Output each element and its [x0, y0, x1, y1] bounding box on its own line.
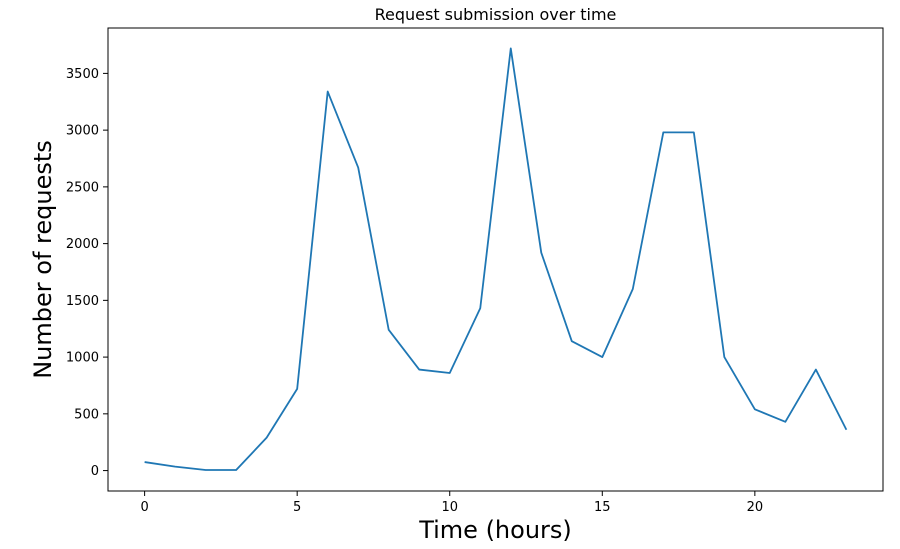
x-tick-label: 15 [594, 500, 611, 515]
y-tick-label: 1000 [66, 351, 99, 366]
x-axis-label: Time (hours) [418, 516, 572, 544]
x-axis: 0 5 10 15 20 [140, 491, 763, 515]
plot-layer [144, 47, 848, 471]
y-tick-label: 1500 [66, 294, 99, 309]
y-axis-label: Number of requests [29, 140, 57, 379]
x-tick-label: 0 [140, 500, 148, 515]
y-tick-label: 3500 [66, 67, 99, 82]
y-axis: 0 500 1000 1500 2000 2500 3000 3500 [66, 67, 108, 479]
x-tick-label: 10 [441, 500, 458, 515]
chart-title: Request submission over time [375, 5, 617, 24]
y-tick-label: 0 [91, 464, 99, 479]
series-line [144, 47, 848, 471]
y-tick-label: 2500 [66, 180, 99, 195]
y-tick-label: 2000 [66, 237, 99, 252]
y-tick-label: 3000 [66, 124, 99, 139]
y-tick-label: 500 [74, 407, 99, 422]
x-tick-label: 5 [293, 500, 301, 515]
x-tick-label: 20 [747, 500, 764, 515]
plot-area-frame [107, 27, 884, 492]
